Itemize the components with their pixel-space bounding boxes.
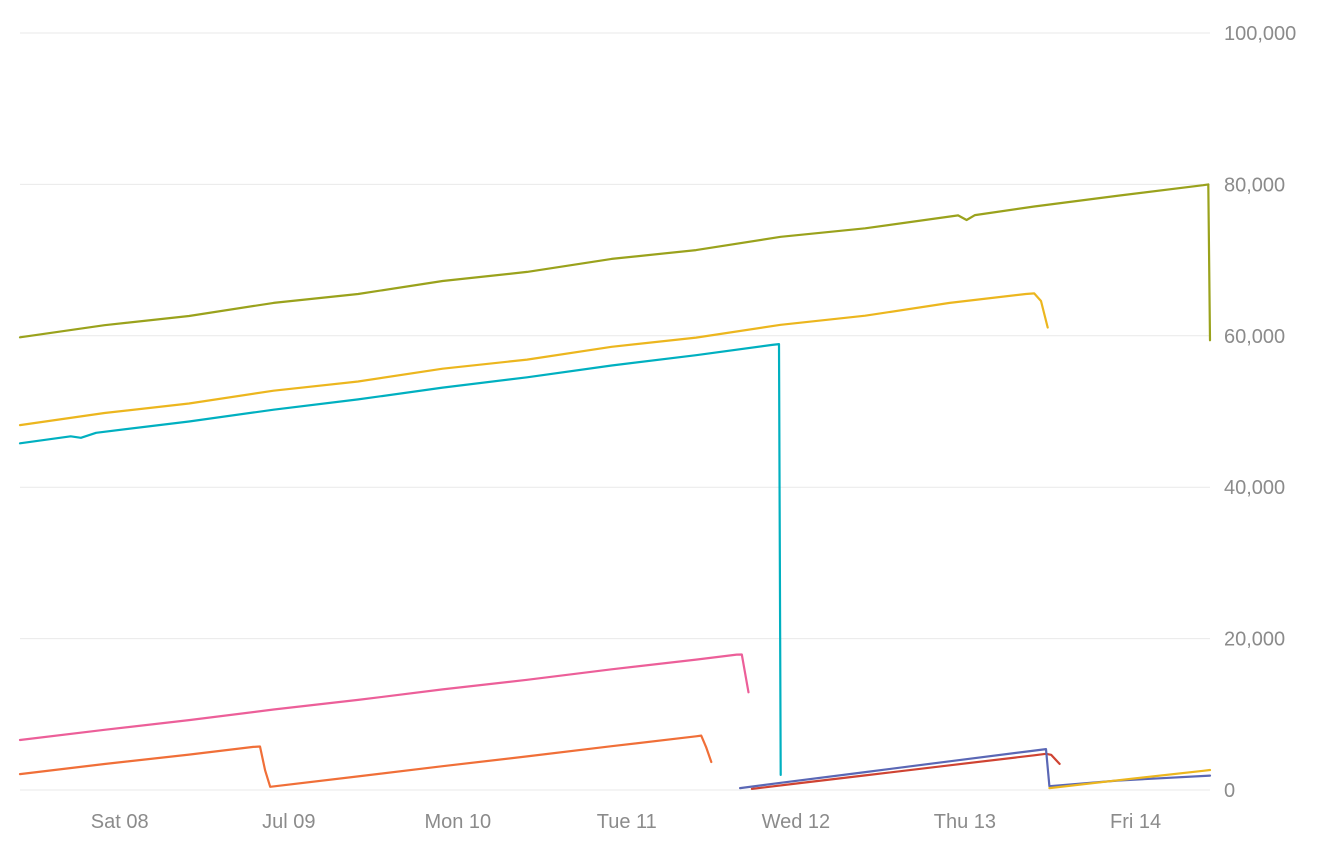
x-axis-label: Tue 11: [597, 811, 657, 833]
x-axis-label: Sat 08: [91, 811, 149, 833]
y-axis-label: 20,000: [1224, 629, 1285, 651]
y-axis-label: 0: [1224, 780, 1235, 802]
series-gold-restart: [1048, 768, 1212, 790]
series-teal: [18, 343, 782, 777]
series-orange: [18, 734, 713, 788]
series-red: [750, 752, 1061, 791]
series-gold: [18, 292, 1049, 427]
y-axis-label: 40,000: [1224, 477, 1285, 499]
series-olive: [18, 183, 1212, 342]
y-axis-label: 100,000: [1224, 23, 1296, 45]
series-pink: [18, 653, 750, 742]
x-axis-label: Jul 09: [262, 811, 315, 833]
x-axis-label: Thu 13: [934, 811, 996, 833]
y-axis-label: 80,000: [1224, 174, 1285, 196]
x-axis-label: Mon 10: [424, 811, 491, 833]
x-axis-label: Wed 12: [762, 811, 831, 833]
y-axis-label: 60,000: [1224, 326, 1285, 348]
x-axis-label: Fri 14: [1110, 811, 1161, 833]
